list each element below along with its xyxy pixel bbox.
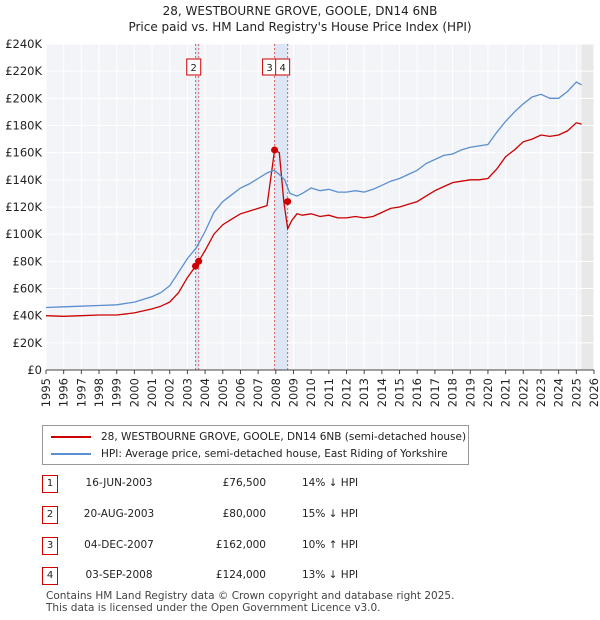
sale-annotation-box	[186, 58, 202, 76]
x-tick-label: 2017	[428, 378, 442, 407]
footer-license: This data is licensed under the Open Gov…	[46, 602, 381, 614]
transaction-number-badge: 2	[42, 506, 58, 524]
x-tick-label: 2014	[375, 378, 389, 407]
y-tick-label: £100K	[5, 227, 42, 241]
y-tick-label: £240K	[5, 37, 42, 51]
x-tick-label: 1996	[57, 378, 71, 407]
sale-annotation-label: 3	[266, 63, 272, 74]
transaction-row: 4 03-SEP-2008 £124,000 13% ↓ HPI	[40, 565, 440, 587]
x-tick-label: 2021	[499, 378, 513, 407]
x-tick-label: 2026	[587, 378, 600, 407]
transaction-hpi-diff: 10% ↑ HPI	[302, 539, 359, 551]
y-tick-label: £120K	[5, 200, 42, 214]
legend-swatch-property	[51, 436, 91, 438]
x-tick-label: 2008	[269, 378, 283, 407]
legend-label-hpi: HPI: Average price, semi-detached house,…	[101, 448, 448, 460]
transaction-date: 04-DEC-2007	[84, 539, 154, 551]
sale-point	[195, 257, 203, 265]
sale-point	[284, 198, 292, 206]
y-tick-label: £60K	[13, 282, 43, 296]
x-tick-label: 2000	[127, 378, 141, 407]
y-tick-label: £0	[27, 363, 42, 377]
legend-item-property: 28, WESTBOURNE GROVE, GOOLE, DN14 6NB (s…	[51, 429, 466, 445]
sale-annotation-label: 4	[279, 63, 285, 74]
chart-title: 28, WESTBOURNE GROVE, GOOLE, DN14 6NB	[162, 4, 438, 18]
x-tick-label: 2018	[446, 378, 460, 407]
transaction-date: 20-AUG-2003	[83, 508, 155, 520]
x-tick-label: 2003	[180, 378, 194, 407]
x-tick-label: 2011	[322, 378, 336, 407]
footer-copyright: Contains HM Land Registry data © Crown c…	[46, 590, 455, 602]
chart-legend: 28, WESTBOURNE GROVE, GOOLE, DN14 6NB (s…	[42, 425, 469, 465]
chart-subtitle: Price paid vs. HM Land Registry's House …	[128, 20, 472, 34]
transaction-date: 16-JUN-2003	[85, 477, 153, 489]
x-tick-label: 2015	[393, 378, 407, 407]
x-tick-label: 2023	[534, 378, 548, 407]
x-tick-label: 2013	[357, 378, 371, 407]
x-tick-label: 2025	[569, 378, 583, 407]
x-tick-label: 1997	[74, 378, 88, 407]
legend-label-property: 28, WESTBOURNE GROVE, GOOLE, DN14 6NB (s…	[101, 431, 467, 443]
y-tick-label: £40K	[13, 309, 43, 323]
x-tick-label: 2020	[481, 378, 495, 407]
x-tick-label: 2024	[552, 378, 566, 407]
legend-swatch-hpi	[51, 453, 91, 455]
x-tick-label: 2019	[463, 378, 477, 407]
y-tick-label: £200K	[5, 91, 42, 105]
x-tick-label: 2009	[286, 378, 300, 407]
x-tick-label: 1999	[110, 378, 124, 407]
x-tick-label: 1995	[39, 378, 53, 407]
y-tick-label: £220K	[5, 64, 42, 78]
y-tick-label: £80K	[13, 254, 43, 268]
transaction-price: £162,000	[215, 539, 266, 551]
hpi-line	[45, 81, 582, 309]
x-tick-label: 2022	[516, 378, 530, 407]
transaction-price: £80,000	[222, 508, 266, 520]
transaction-row: 2 20-AUG-2003 £80,000 15% ↓ HPI	[40, 504, 440, 526]
y-tick-label: £180K	[5, 119, 42, 133]
sale-annotation-label: 2	[191, 63, 197, 74]
transaction-hpi-diff: 13% ↓ HPI	[302, 569, 359, 581]
x-tick-label: 1998	[92, 378, 106, 407]
transaction-hpi-diff: 15% ↓ HPI	[302, 508, 359, 520]
x-tick-label: 2006	[233, 378, 247, 407]
y-tick-label: £160K	[5, 146, 42, 160]
transaction-number-badge: 4	[42, 567, 58, 585]
transaction-number-badge: 1	[42, 475, 58, 493]
property-price-line	[45, 122, 582, 317]
sale-annotation-box	[275, 58, 291, 76]
transaction-row: 3 04-DEC-2007 £162,000 10% ↑ HPI	[40, 535, 440, 557]
transaction-price: £76,500	[222, 477, 266, 489]
sale-band	[195, 44, 199, 370]
x-tick-label: 2010	[304, 378, 318, 407]
transaction-row: 1 16-JUN-2003 £76,500 14% ↓ HPI	[40, 473, 440, 495]
y-tick-label: £20K	[13, 336, 43, 350]
sale-band	[274, 44, 288, 370]
x-tick-label: 2002	[163, 378, 177, 407]
x-tick-label: 2001	[145, 378, 159, 407]
legend-item-hpi: HPI: Average price, semi-detached house,…	[51, 446, 448, 462]
transaction-price: £124,000	[215, 569, 266, 581]
x-tick-label: 2005	[216, 378, 230, 407]
x-tick-label: 2016	[410, 378, 424, 407]
x-tick-label: 2012	[340, 378, 354, 407]
transaction-date: 03-SEP-2008	[85, 569, 153, 581]
transaction-number-badge: 3	[42, 537, 58, 555]
y-tick-label: £140K	[5, 173, 42, 187]
x-tick-label: 2007	[251, 378, 265, 407]
sale-point	[271, 146, 279, 154]
transaction-hpi-diff: 14% ↓ HPI	[302, 477, 359, 489]
x-tick-label: 2004	[198, 378, 212, 407]
price-chart: £0 £20K £40K £60K £80K £100K £120K £140K £160K £1…	[5, 37, 600, 407]
